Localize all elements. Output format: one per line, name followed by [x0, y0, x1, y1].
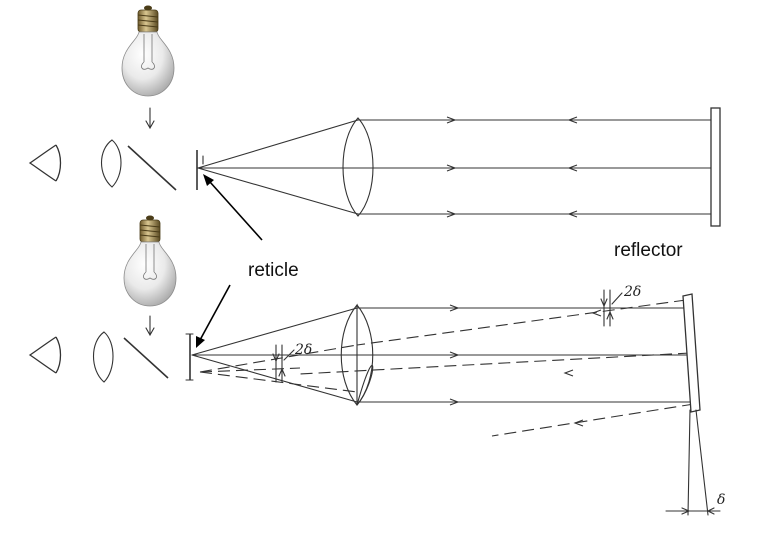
- reticle-pointer-bottom: [196, 284, 231, 348]
- eyepiece-lens: [100, 139, 122, 188]
- beam-splitter-icon: [123, 337, 169, 379]
- two-delta-marker-left: [272, 344, 295, 383]
- reticle-label: reticle: [248, 260, 299, 281]
- eyepiece-lens: [92, 331, 114, 383]
- two-delta-label-left: 2δ: [294, 342, 312, 358]
- reflector-mirror: [710, 107, 721, 227]
- bottom-system: [29, 215, 721, 516]
- top-system: [29, 5, 721, 227]
- beam-splitter-icon: [127, 145, 177, 191]
- illumination-arrow: [145, 107, 155, 130]
- tilted-reflector-mirror: [682, 293, 701, 413]
- eye-icon: [29, 336, 62, 374]
- two-delta-label-right: 2δ: [623, 284, 641, 300]
- reticle: [185, 333, 194, 381]
- light-bulb-icon: [123, 215, 177, 307]
- delta-label: δ: [717, 492, 725, 508]
- reflector-label: reflector: [614, 240, 683, 261]
- reticle: [196, 150, 204, 190]
- two-delta-marker-right: [600, 289, 623, 327]
- delta-dimension: [665, 507, 721, 515]
- illumination-arrow: [145, 315, 155, 337]
- light-bulb-icon: [121, 5, 175, 97]
- eye-icon: [29, 144, 62, 182]
- reticle-pointer-top: [203, 174, 263, 241]
- objective-lens: [342, 117, 374, 217]
